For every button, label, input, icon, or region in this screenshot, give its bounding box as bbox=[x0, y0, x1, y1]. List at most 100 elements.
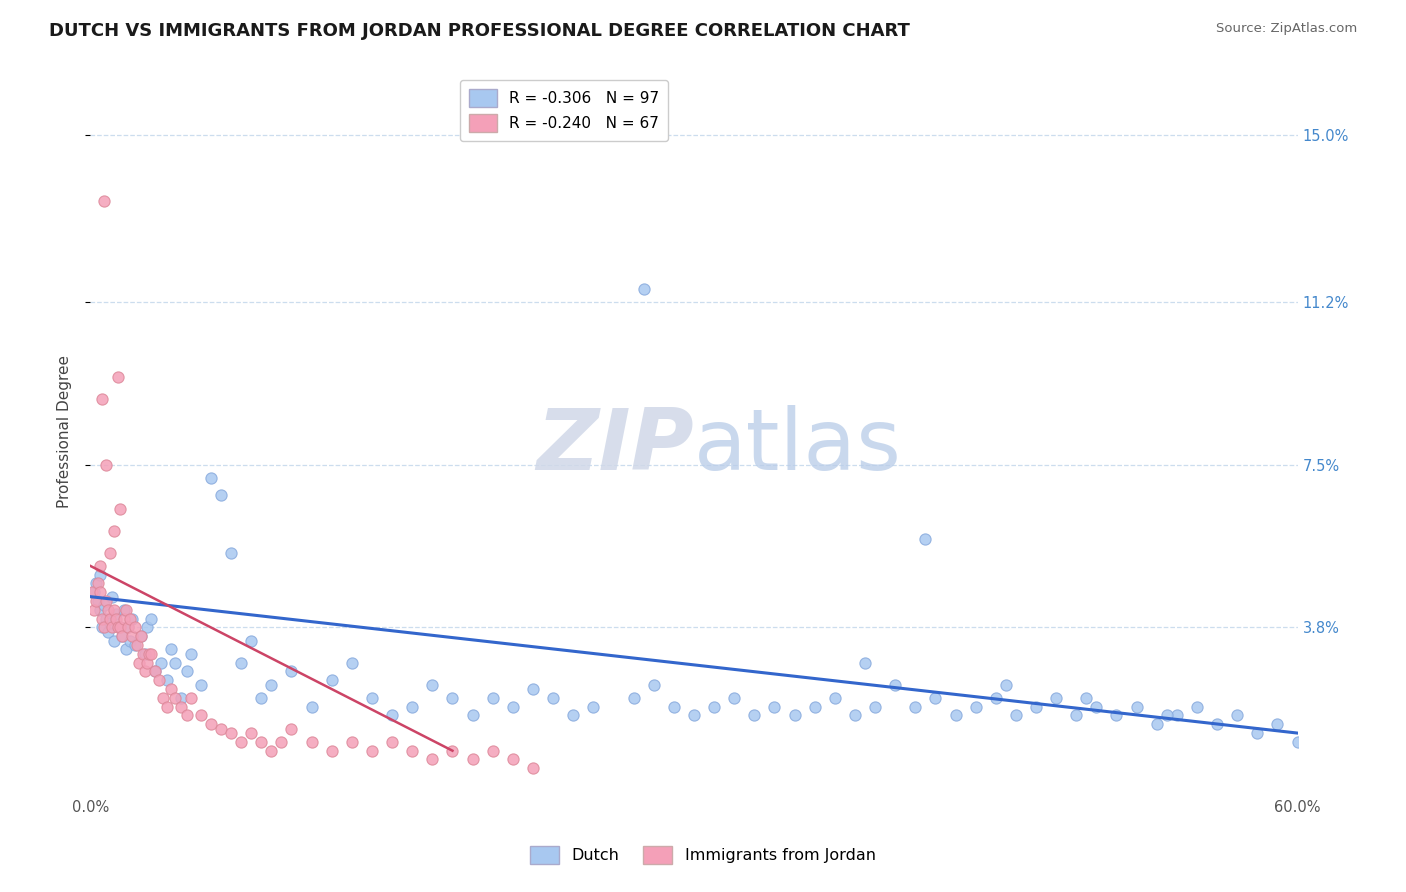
Point bbox=[87, 594, 110, 608]
Point bbox=[103, 603, 125, 617]
Point bbox=[582, 699, 605, 714]
Point bbox=[280, 722, 302, 736]
Point bbox=[170, 699, 193, 714]
Point bbox=[1025, 699, 1047, 714]
Point bbox=[250, 735, 273, 749]
Point bbox=[1146, 717, 1168, 731]
Point bbox=[703, 699, 725, 714]
Point bbox=[93, 194, 115, 208]
Point bbox=[1045, 690, 1067, 705]
Point bbox=[98, 615, 121, 630]
Point bbox=[1005, 708, 1028, 723]
Point bbox=[219, 546, 242, 560]
Point bbox=[129, 629, 152, 643]
Point bbox=[723, 690, 745, 705]
Legend: R = -0.306   N = 97, R = -0.240   N = 67: R = -0.306 N = 97, R = -0.240 N = 67 bbox=[460, 79, 668, 141]
Point bbox=[89, 585, 111, 599]
Point bbox=[91, 612, 114, 626]
Point bbox=[121, 612, 143, 626]
Point bbox=[124, 638, 146, 652]
Point bbox=[340, 735, 363, 749]
Point bbox=[461, 752, 484, 766]
Point bbox=[763, 699, 786, 714]
Point bbox=[1267, 717, 1289, 731]
Point bbox=[115, 603, 138, 617]
Point bbox=[321, 744, 343, 758]
Point bbox=[180, 647, 202, 661]
Point bbox=[340, 656, 363, 670]
Point bbox=[163, 656, 186, 670]
Point bbox=[101, 590, 124, 604]
Point bbox=[82, 585, 104, 599]
Point bbox=[176, 708, 198, 723]
Point bbox=[149, 656, 172, 670]
Point bbox=[97, 624, 120, 639]
Point bbox=[93, 599, 115, 613]
Point bbox=[128, 656, 150, 670]
Point bbox=[87, 576, 110, 591]
Point bbox=[176, 665, 198, 679]
Point bbox=[139, 647, 162, 661]
Point bbox=[129, 629, 152, 643]
Point bbox=[844, 708, 866, 723]
Point bbox=[420, 752, 443, 766]
Point bbox=[91, 392, 114, 406]
Point bbox=[1206, 717, 1229, 731]
Point bbox=[117, 620, 139, 634]
Point bbox=[742, 708, 765, 723]
Point bbox=[994, 678, 1017, 692]
Point bbox=[783, 708, 806, 723]
Point bbox=[105, 607, 128, 622]
Point bbox=[683, 708, 706, 723]
Point bbox=[159, 642, 181, 657]
Point bbox=[93, 620, 115, 634]
Point bbox=[96, 594, 118, 608]
Point bbox=[1246, 726, 1268, 740]
Point bbox=[114, 603, 136, 617]
Point bbox=[143, 665, 166, 679]
Point bbox=[143, 665, 166, 679]
Point bbox=[152, 690, 174, 705]
Point bbox=[163, 690, 186, 705]
Point bbox=[135, 656, 157, 670]
Point bbox=[1156, 708, 1178, 723]
Point bbox=[124, 620, 146, 634]
Point bbox=[803, 699, 825, 714]
Point bbox=[381, 735, 404, 749]
Point bbox=[301, 699, 323, 714]
Point bbox=[1125, 699, 1147, 714]
Point bbox=[107, 369, 129, 384]
Point bbox=[1085, 699, 1108, 714]
Point bbox=[134, 665, 156, 679]
Point bbox=[103, 633, 125, 648]
Point bbox=[83, 603, 105, 617]
Point bbox=[1064, 708, 1087, 723]
Point bbox=[321, 673, 343, 688]
Point bbox=[853, 656, 876, 670]
Point bbox=[270, 735, 292, 749]
Point bbox=[401, 699, 423, 714]
Text: DUTCH VS IMMIGRANTS FROM JORDAN PROFESSIONAL DEGREE CORRELATION CHART: DUTCH VS IMMIGRANTS FROM JORDAN PROFESSI… bbox=[49, 22, 910, 40]
Point bbox=[250, 690, 273, 705]
Point bbox=[114, 612, 136, 626]
Point bbox=[131, 647, 153, 661]
Point bbox=[96, 612, 118, 626]
Point bbox=[522, 761, 544, 775]
Point bbox=[101, 620, 124, 634]
Point bbox=[965, 699, 987, 714]
Point bbox=[98, 546, 121, 560]
Point bbox=[643, 678, 665, 692]
Point bbox=[884, 678, 907, 692]
Point bbox=[89, 558, 111, 573]
Point bbox=[984, 690, 1007, 705]
Legend: Dutch, Immigrants from Jordan: Dutch, Immigrants from Jordan bbox=[523, 839, 883, 871]
Point bbox=[121, 629, 143, 643]
Point bbox=[441, 690, 464, 705]
Point bbox=[103, 524, 125, 538]
Point bbox=[209, 488, 232, 502]
Point bbox=[159, 682, 181, 697]
Point bbox=[863, 699, 886, 714]
Point bbox=[110, 501, 132, 516]
Point bbox=[170, 690, 193, 705]
Point bbox=[110, 620, 132, 634]
